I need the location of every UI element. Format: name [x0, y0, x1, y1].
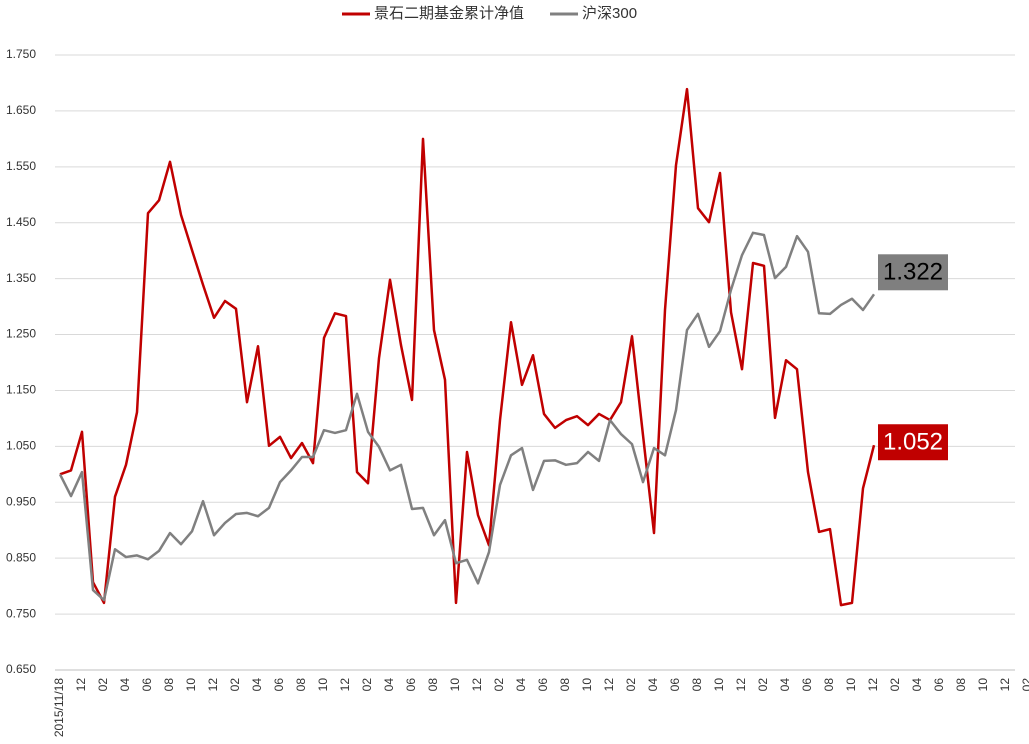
x-tick-label: 12: [470, 678, 484, 692]
x-tick-label: 02: [888, 678, 902, 692]
x-tick-label: 10: [712, 678, 726, 692]
y-tick-label: 0.750: [6, 606, 36, 620]
x-tick-label: 12: [734, 678, 748, 692]
value-label: 1.322: [883, 259, 943, 286]
x-tick-label: 10: [316, 678, 330, 692]
value-label-box: [878, 424, 948, 461]
x-tick-label: 10: [448, 678, 462, 692]
x-tick-label: 08: [558, 678, 572, 692]
x-tick-label: 02: [96, 678, 110, 692]
x-tick-label: 04: [382, 678, 396, 692]
x-tick-label: 08: [954, 678, 968, 692]
x-tick-label: 12: [206, 678, 220, 692]
y-tick-label: 0.850: [6, 550, 36, 564]
legend: 景石二期基金累计净值 沪深300: [342, 5, 637, 22]
x-tick-label: 08: [426, 678, 440, 692]
y-tick-label: 0.950: [6, 494, 36, 508]
value-label-box: [878, 254, 948, 291]
x-tick-label: 12: [602, 678, 616, 692]
x-tick-label: 02: [228, 678, 242, 692]
y-tick-label: 0.650: [6, 662, 36, 676]
x-tick-label: 06: [932, 678, 946, 692]
x-tick-label: 04: [910, 678, 924, 692]
y-tick-label: 1.550: [6, 159, 36, 173]
value-label: 1.052: [883, 429, 943, 456]
x-tick-label: 06: [404, 678, 418, 692]
x-tick-label: 06: [668, 678, 682, 692]
x-tick-label: 12: [74, 678, 88, 692]
x-tick-label: 02: [360, 678, 374, 692]
x-tick-label: 06: [536, 678, 550, 692]
x-tick-label: 12: [866, 678, 880, 692]
legend-label: 沪深300: [582, 5, 637, 22]
y-tick-label: 1.350: [6, 271, 36, 285]
legend-label: 景石二期基金累计净值: [374, 5, 524, 22]
y-tick-label: 1.450: [6, 215, 36, 229]
x-tick-label: 02: [1020, 678, 1029, 692]
x-tick-label: 04: [514, 678, 528, 692]
x-tick-label: 2015/11/18: [52, 678, 66, 737]
series-line: [59, 87, 876, 607]
x-tick-label: 10: [976, 678, 990, 692]
y-tick-label: 1.750: [6, 47, 36, 61]
y-tick-label: 1.150: [6, 383, 36, 397]
x-tick-label: 08: [690, 678, 704, 692]
x-tick-label: 02: [756, 678, 770, 692]
x-tick-label: 04: [646, 678, 660, 692]
y-tick-label: 1.650: [6, 103, 36, 117]
series-line: [58, 231, 876, 602]
x-tick-label: 04: [778, 678, 792, 692]
x-tick-label: 06: [272, 678, 286, 692]
x-tick-label: 04: [118, 678, 132, 692]
x-tick-label: 10: [184, 678, 198, 692]
x-tick-label: 08: [162, 678, 176, 692]
y-tick-label: 1.050: [6, 439, 36, 453]
x-tick-label: 10: [580, 678, 594, 692]
y-tick-label: 1.250: [6, 327, 36, 341]
x-tick-label: 02: [624, 678, 638, 692]
x-tick-label: 08: [822, 678, 836, 692]
x-tick-label: 12: [998, 678, 1012, 692]
x-tick-label: 12: [338, 678, 352, 692]
x-tick-label: 10: [844, 678, 858, 692]
x-tick-label: 02: [492, 678, 506, 692]
x-tick-label: 06: [800, 678, 814, 692]
x-tick-label: 08: [294, 678, 308, 692]
x-tick-label: 04: [250, 678, 264, 692]
x-tick-label: 06: [140, 678, 154, 692]
